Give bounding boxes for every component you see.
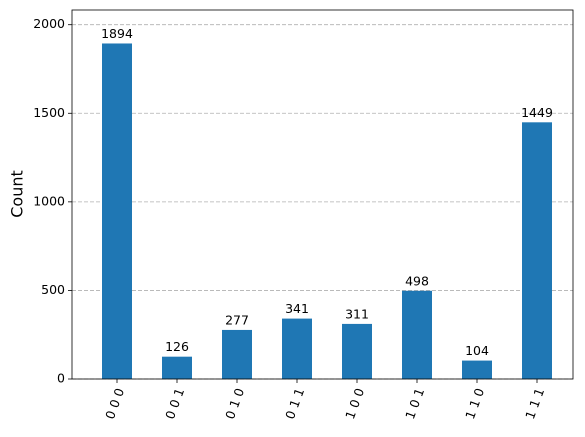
data-label: 498 xyxy=(405,273,429,288)
bar xyxy=(282,318,312,379)
data-label: 1449 xyxy=(521,105,553,120)
x-tick-label: 1 1 0 xyxy=(462,386,487,421)
x-tick-label: 1 0 1 xyxy=(402,386,427,421)
y-tick-label: 2000 xyxy=(33,16,65,31)
bar xyxy=(222,329,252,379)
y-tick-label: 1500 xyxy=(33,105,65,120)
x-tick-label: 1 0 0 xyxy=(342,386,367,421)
y-tick-label: 0 xyxy=(57,371,65,386)
bar xyxy=(402,290,432,379)
data-label: 311 xyxy=(345,306,369,321)
data-label: 104 xyxy=(465,343,489,358)
data-label: 277 xyxy=(225,312,249,327)
x-tick-label: 1 1 1 xyxy=(522,386,547,421)
x-tick-label: 0 1 0 xyxy=(222,386,247,421)
y-tick-label: 500 xyxy=(41,282,65,297)
data-label: 1894 xyxy=(101,26,133,41)
bar xyxy=(162,356,192,379)
bar xyxy=(522,122,552,380)
bar xyxy=(102,43,132,379)
x-tick-label: 0 0 1 xyxy=(162,386,187,421)
bar xyxy=(342,323,372,379)
x-tick-label: 0 0 0 xyxy=(102,386,127,421)
data-label: 341 xyxy=(285,301,309,316)
bar xyxy=(462,360,492,379)
data-label: 126 xyxy=(165,339,189,354)
x-tick-label: 0 1 1 xyxy=(282,386,307,421)
y-tick-label: 1000 xyxy=(33,193,65,208)
y-axis-label: Count xyxy=(8,170,27,218)
plot-frame xyxy=(71,9,574,380)
